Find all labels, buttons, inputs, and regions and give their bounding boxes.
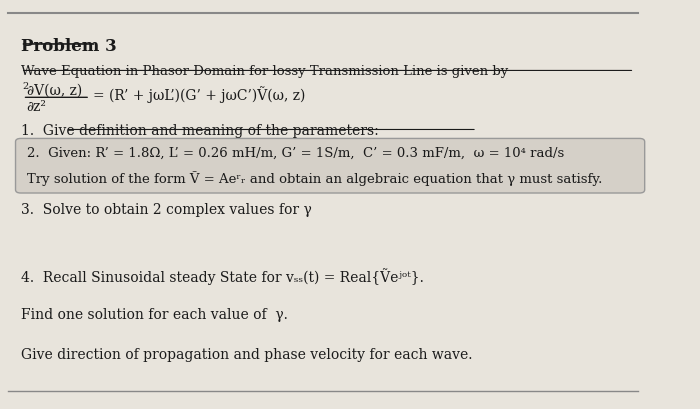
Text: Give direction of propagation and phase velocity for each wave.: Give direction of propagation and phase …: [21, 348, 472, 362]
Text: ∂V(ω, z): ∂V(ω, z): [27, 84, 83, 98]
Text: ∂z²: ∂z²: [26, 99, 46, 113]
Text: 3.  Solve to obtain 2 complex values for γ: 3. Solve to obtain 2 complex values for …: [21, 202, 312, 216]
Text: = (R’ + jωL’)(G’ + jωC’)Ṽ(ω, z): = (R’ + jωL’)(G’ + jωC’)Ṽ(ω, z): [92, 86, 305, 103]
Text: Problem 3: Problem 3: [21, 38, 116, 55]
Text: Find one solution for each value of  γ.: Find one solution for each value of γ.: [21, 307, 288, 321]
Text: 2.  Given: R’ = 1.8Ω, L’ = 0.26 mH/m, G’ = 1S/m,  C’ = 0.3 mF/m,  ω = 10⁴ rad/s: 2. Given: R’ = 1.8Ω, L’ = 0.26 mH/m, G’ …: [27, 146, 564, 160]
Text: 1.  Give definition and meaning of the parameters:: 1. Give definition and meaning of the pa…: [21, 123, 379, 137]
Text: Wave Equation in Phasor Domain for lossy Transmission Line is given by: Wave Equation in Phasor Domain for lossy…: [21, 64, 508, 77]
FancyBboxPatch shape: [15, 139, 645, 193]
Text: 4.  Recall Sinusoidal steady State for vₛₛ(t) = Real{Ṽeʲᵒᵗ}.: 4. Recall Sinusoidal steady State for vₛ…: [21, 267, 423, 284]
Text: 2: 2: [22, 82, 29, 91]
Text: Try solution of the form Ṽ = Aeʳᵣ and obtain an algebraic equation that γ must s: Try solution of the form Ṽ = Aeʳᵣ and ob…: [27, 171, 603, 186]
